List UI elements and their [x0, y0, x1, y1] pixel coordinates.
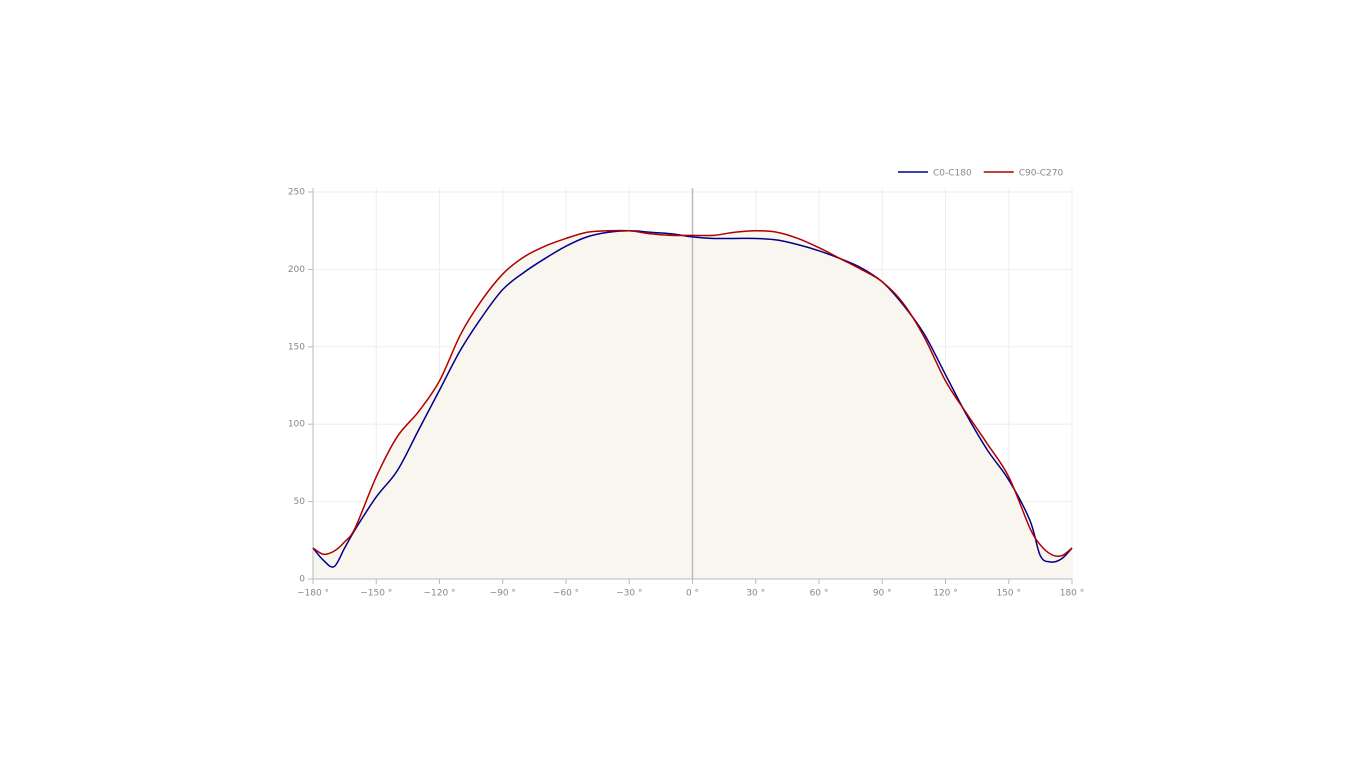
x-tick-label: 180 ° — [1060, 589, 1085, 599]
x-tick-label: −120 ° — [423, 589, 455, 599]
x-tick-label: −180 ° — [297, 589, 329, 599]
x-tick-label: 120 ° — [933, 589, 958, 599]
series-line — [312, 229, 1073, 557]
y-tick-label: 250 — [288, 188, 305, 198]
x-tick-label: 60 ° — [810, 589, 829, 599]
legend-label: C90-C270 — [1019, 169, 1064, 179]
x-tick-label: 0 ° — [686, 589, 699, 599]
x-tick-label: −90 ° — [490, 589, 516, 599]
x-tick-label: −30 ° — [616, 589, 642, 599]
series-line — [312, 229, 1073, 568]
x-tick-label: 150 ° — [996, 589, 1021, 599]
y-tick-label: 200 — [288, 265, 305, 275]
y-tick-label: 100 — [288, 420, 305, 430]
legend-label: C0-C180 — [933, 169, 972, 179]
x-tick-label: −150 ° — [360, 589, 392, 599]
y-tick-label: 50 — [294, 497, 306, 507]
y-tick-label: 0 — [299, 575, 305, 585]
x-tick-label: 90 ° — [873, 589, 892, 599]
x-tick-label: −60 ° — [553, 589, 579, 599]
y-tick-label: 150 — [288, 342, 305, 352]
x-tick-label: 30 ° — [746, 589, 765, 599]
